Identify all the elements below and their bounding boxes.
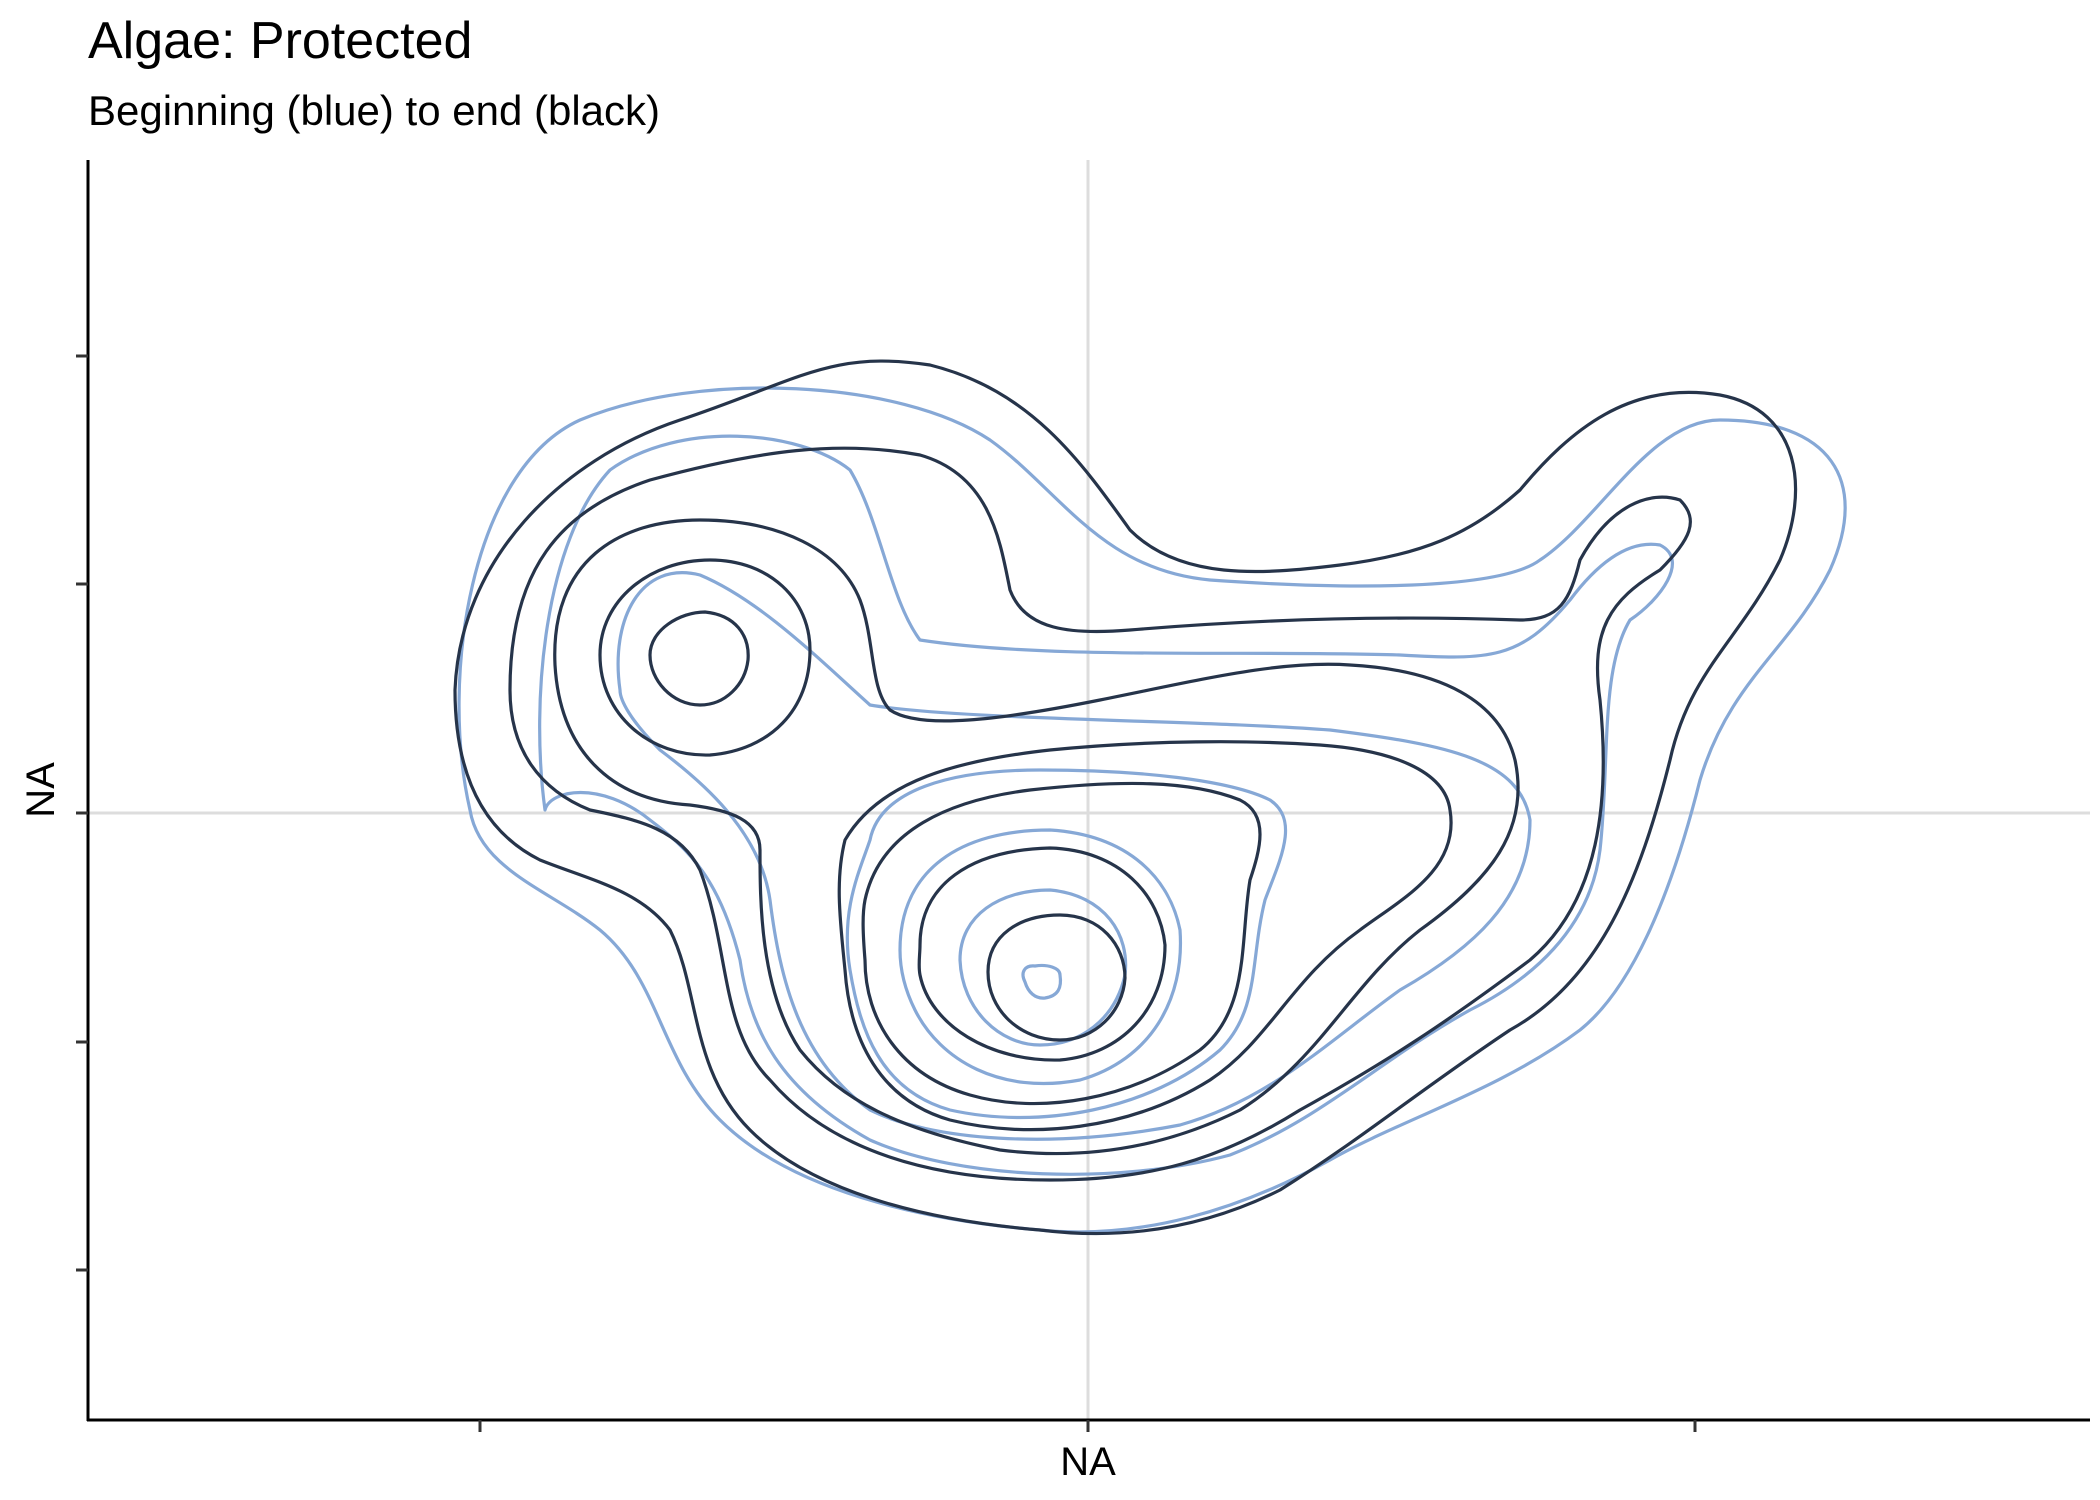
blue-contour-7 [1021,963,1063,1000]
blue-contour-3 [616,571,1532,1141]
blue-contour-1 [457,386,1847,1234]
chart-subtitle: Beginning (blue) to end (black) [88,87,661,134]
blue-contour-6 [958,888,1128,1047]
black-contour-5 [648,610,750,707]
black-contour-9 [986,913,1127,1042]
black-contour-6 [837,740,1453,1132]
series-end [453,359,1798,1236]
blue-contour-4 [845,768,1288,1120]
black-contour-2 [508,446,1692,1182]
chart-title: Algae: Protected [88,12,473,70]
black-contour-7 [861,781,1262,1106]
x-axis-label: NA [1060,1440,1116,1484]
black-contour-3 [553,518,1520,1156]
black-contour-1 [453,359,1798,1236]
blue-contour-2 [538,434,1674,1176]
blue-contour-5 [898,828,1183,1086]
y-axis-label: NA [19,762,63,818]
black-contour-8 [917,846,1167,1062]
series-beginning [457,386,1847,1234]
black-contour-4 [598,558,812,757]
